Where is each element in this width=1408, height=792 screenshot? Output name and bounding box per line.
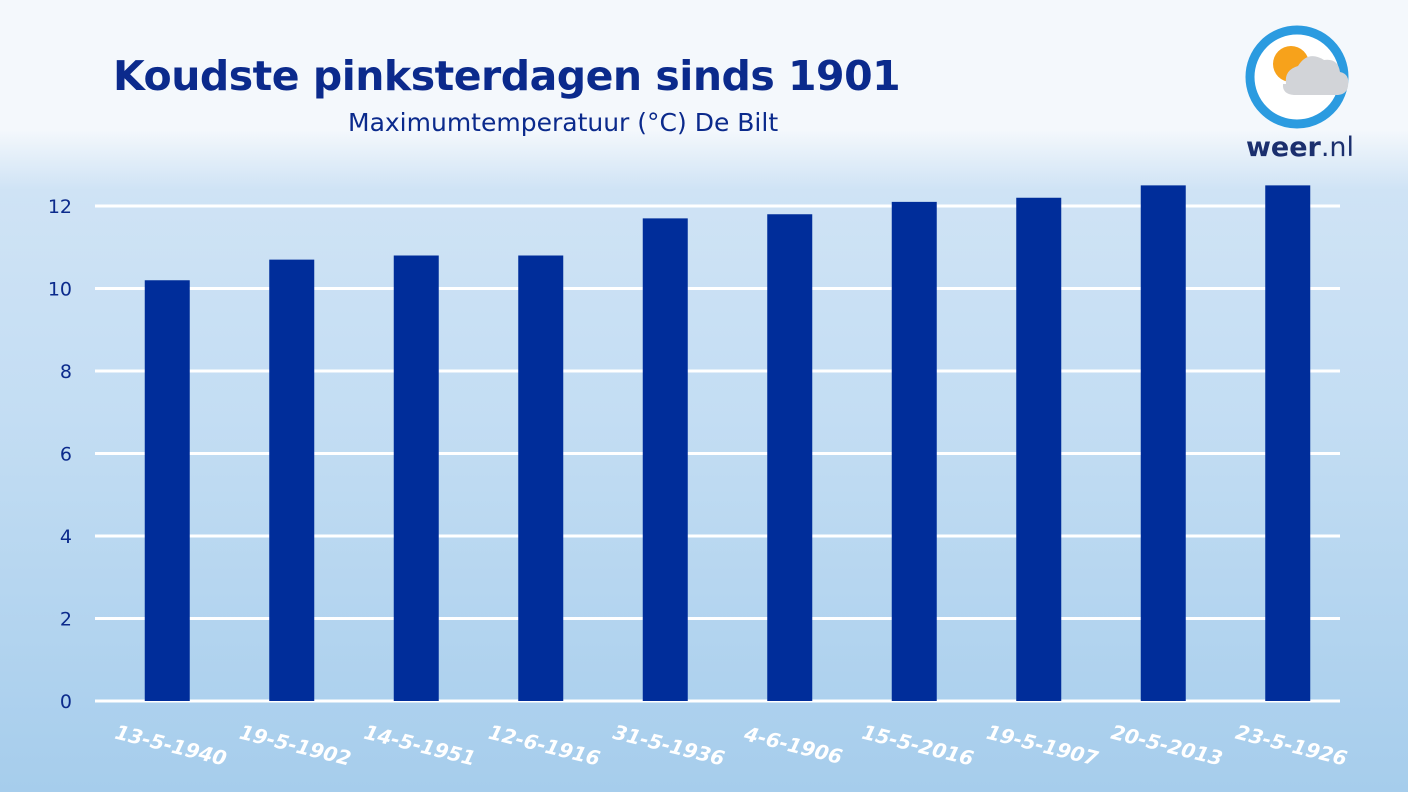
x-tick-label: 23-5-1926	[1233, 720, 1350, 771]
bar	[1016, 197, 1062, 701]
x-tick-label: 12-6-1916	[486, 720, 603, 771]
y-tick-label: 6	[60, 444, 72, 466]
y-tick-label: 8	[60, 361, 72, 383]
y-tick-label: 12	[48, 196, 72, 218]
bar	[518, 255, 564, 701]
bar	[767, 214, 813, 701]
bar	[642, 218, 688, 701]
bar	[1140, 185, 1186, 701]
chart-subtitle: Maximumtemperatuur (°C) De Bilt	[348, 108, 779, 137]
y-tick-label: 2	[60, 609, 72, 631]
bar	[393, 255, 439, 701]
logo-suffix: .nl	[1320, 132, 1355, 163]
chart-title: Koudste pinksterdagen sinds 1901	[113, 52, 901, 100]
y-tick-label: 0	[60, 691, 72, 713]
sun-cloud-icon	[1245, 25, 1349, 129]
y-tick-label: 4	[60, 526, 72, 548]
x-tick-label: 19-5-1907	[984, 720, 1101, 771]
x-tick-label: 19-5-1902	[237, 720, 353, 771]
x-tick-label: 4-6-1906	[741, 721, 845, 769]
bar	[1265, 185, 1311, 701]
logo-wordmark: weer.nl	[1240, 132, 1360, 163]
x-tick-label: 20-5-2013	[1109, 720, 1225, 771]
x-tick-label: 14-5-1951	[362, 720, 478, 771]
x-tick-label: 31-5-1936	[611, 720, 728, 771]
x-tick-label: 15-5-2016	[860, 720, 977, 771]
bar	[144, 280, 190, 701]
logo-brand: weer	[1245, 132, 1321, 163]
bar	[269, 259, 315, 701]
bar	[891, 201, 937, 701]
x-tick-label: 13-5-1940	[113, 720, 230, 771]
y-tick-label: 10	[48, 279, 72, 301]
weer-nl-logo: weer.nl	[1240, 20, 1360, 170]
